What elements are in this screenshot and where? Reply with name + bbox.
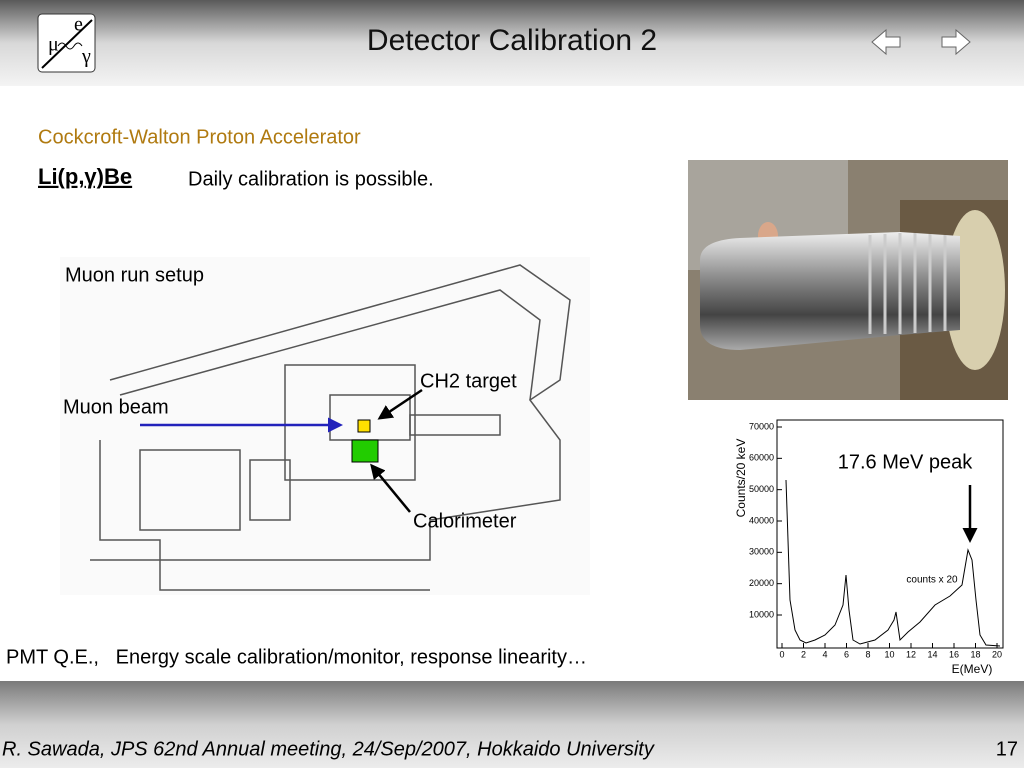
x-tick-label: 2 xyxy=(801,649,806,659)
x-tick-label: 8 xyxy=(865,649,870,659)
x-tick-label: 12 xyxy=(906,649,916,659)
x-tick-label: 14 xyxy=(927,649,937,659)
slide-title: Detector Calibration 2 xyxy=(367,24,657,57)
y-axis-label: Counts/20 keV xyxy=(734,439,748,518)
inset-label: counts x 20 xyxy=(906,575,958,586)
calorimeter-label: Calorimeter xyxy=(413,510,517,532)
spectrum-plot: Counts/20 keV E(MeV) counts x 20 7000060… xyxy=(722,412,1010,678)
y-tick-label: 50000 xyxy=(749,484,774,494)
x-tick-label: 18 xyxy=(970,649,980,659)
logo-gamma: γ xyxy=(81,46,91,68)
x-tick-label: 6 xyxy=(844,649,849,659)
setup-diagram xyxy=(60,257,590,595)
diagram-title: Muon run setup xyxy=(65,264,204,286)
logo-mu: μ xyxy=(48,34,59,56)
y-tick-label: 20000 xyxy=(749,578,774,588)
y-tick-label: 30000 xyxy=(749,547,774,557)
logo-e: e xyxy=(74,14,83,36)
nav[interactable] xyxy=(871,28,971,56)
prev-arrow[interactable] xyxy=(871,28,901,56)
y-tick-label: 10000 xyxy=(749,609,774,619)
beam-label: Muon beam xyxy=(63,396,169,418)
y-tick-label: 40000 xyxy=(749,515,774,525)
x-tick-label: 0 xyxy=(779,649,784,659)
page-number: 17 xyxy=(996,738,1018,760)
y-tick-label: 60000 xyxy=(749,453,774,463)
x-tick-label: 4 xyxy=(822,649,827,659)
x-axis-label: E(MeV) xyxy=(952,662,993,676)
note: Daily calibration is possible. xyxy=(188,168,434,190)
logo: μ e γ xyxy=(37,13,96,73)
peak-annotation: 17.6 MeV peak xyxy=(838,451,974,473)
x-tick-label: 10 xyxy=(884,649,894,659)
citation: R. Sawada, JPS 62nd Annual meeting, 24/S… xyxy=(2,738,655,760)
accelerator-photo xyxy=(688,160,1008,400)
x-tick-label: 16 xyxy=(949,649,959,659)
header-bar xyxy=(0,0,1024,86)
x-tick-label: 20 xyxy=(992,649,1002,659)
next-arrow[interactable] xyxy=(941,28,971,56)
summary: PMT Q.E., Energy scale calibration/monit… xyxy=(6,646,587,668)
target-label: CH2 target xyxy=(420,370,517,392)
reaction: Li(p,γ)Be xyxy=(38,164,132,189)
y-tick-label: 70000 xyxy=(749,421,774,431)
footer-bar xyxy=(0,681,1024,768)
heading: Cockcroft-Walton Proton Accelerator xyxy=(38,126,361,148)
